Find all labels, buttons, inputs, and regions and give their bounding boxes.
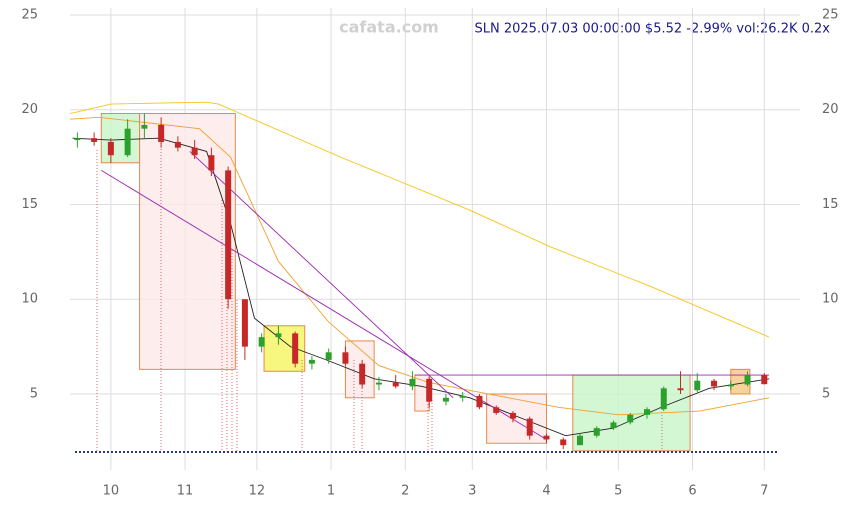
trend-line	[189, 151, 454, 399]
candle-body	[258, 337, 265, 347]
candle-body	[727, 384, 734, 387]
moving-average	[70, 116, 770, 416]
candle-body	[241, 299, 248, 347]
x-tick-label: 6	[688, 484, 696, 499]
candle-body	[359, 363, 366, 385]
candle-body	[426, 378, 433, 402]
x-tick-label: 5	[614, 484, 622, 499]
watermark: cafata.com	[339, 18, 439, 37]
candle-body	[677, 388, 684, 391]
x-tick-label: 10	[103, 484, 120, 499]
candle-body	[761, 375, 768, 385]
y-tick-label-right: 10	[822, 292, 839, 307]
y-tick-label-right: 25	[822, 7, 839, 22]
chart-title: SLN 2025.07.03 00:00:00 $5.52 -2.99% vol…	[474, 22, 830, 37]
x-tick-label: 1	[327, 484, 335, 499]
candle-body	[644, 409, 650, 415]
x-tick-label: 12	[249, 484, 266, 499]
candle-body	[141, 124, 148, 129]
candle-body	[576, 435, 583, 446]
candle-body	[392, 382, 399, 387]
candle-body	[275, 333, 282, 338]
candle-body	[292, 333, 299, 364]
y-tick-label: 25	[21, 7, 38, 22]
y-tick-label: 10	[21, 292, 38, 307]
candle-body	[208, 155, 215, 171]
y-tick-label-right: 5	[822, 386, 830, 401]
candle-body	[191, 147, 198, 156]
candle-body	[342, 352, 349, 364]
candle-body	[91, 138, 98, 142]
y-tick-label-right: 15	[822, 197, 839, 212]
candle-body	[107, 141, 114, 156]
range-box	[139, 113, 236, 370]
trend-line	[101, 169, 547, 440]
candle-body	[610, 422, 617, 429]
candle-body	[442, 397, 449, 402]
x-tick-label: 2	[401, 484, 409, 499]
candle-body	[509, 412, 516, 419]
candle-body	[325, 352, 332, 360]
candle-body	[543, 435, 550, 440]
y-tick-label: 15	[21, 197, 38, 212]
range-box	[572, 374, 691, 452]
range-box	[486, 393, 547, 444]
range-box	[100, 113, 141, 164]
candle-body	[627, 414, 634, 423]
x-tick-label: 7	[760, 484, 768, 499]
candle-body	[308, 359, 315, 364]
x-tick-label: 4	[542, 484, 550, 499]
candle-body	[694, 380, 701, 391]
candle-body	[660, 388, 667, 410]
x-tick-label: 11	[177, 484, 194, 499]
candle-body	[744, 375, 751, 385]
candle-body	[476, 395, 483, 408]
range-box	[263, 325, 306, 372]
y-tick-label-right: 20	[822, 102, 839, 117]
candle-body	[711, 380, 718, 387]
moving-average	[70, 101, 770, 338]
candle-body	[409, 378, 416, 387]
candle-body	[174, 141, 181, 148]
event-markers	[96, 140, 663, 452]
candle-body	[375, 382, 382, 385]
candle-body	[560, 439, 567, 446]
y-tick-label: 20	[21, 102, 38, 117]
candle-body	[493, 407, 500, 413]
candle-body	[526, 418, 533, 436]
x-tick-label: 3	[468, 484, 476, 499]
candle-body	[225, 170, 232, 300]
candle-body	[124, 128, 131, 156]
candle-body	[593, 428, 600, 436]
candle-body	[459, 395, 466, 398]
candle-body	[158, 124, 165, 142]
candle-body	[74, 138, 81, 141]
y-tick-label: 5	[30, 386, 38, 401]
